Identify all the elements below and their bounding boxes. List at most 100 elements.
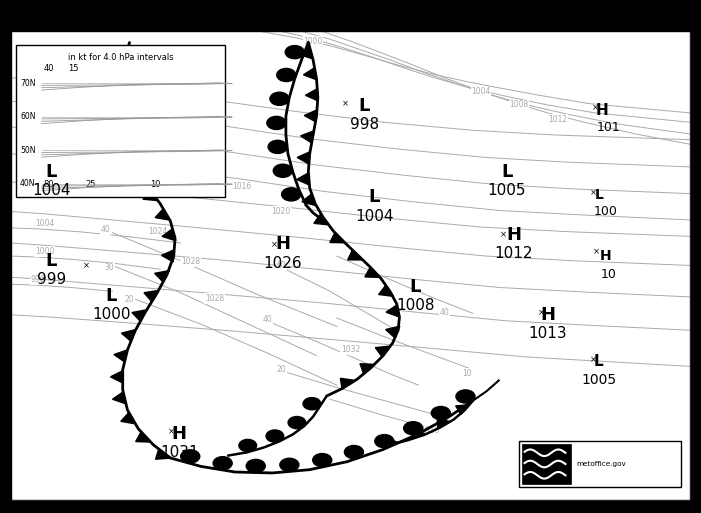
Text: 1028: 1028 (205, 294, 224, 303)
Text: L: L (358, 97, 370, 115)
Circle shape (282, 188, 301, 201)
Text: 10: 10 (150, 180, 161, 189)
Text: L: L (594, 354, 604, 369)
Text: 1000: 1000 (304, 36, 322, 46)
Text: 40: 40 (43, 64, 54, 73)
Text: 1028: 1028 (181, 257, 200, 266)
Polygon shape (109, 131, 122, 143)
Polygon shape (299, 47, 313, 59)
Text: L: L (46, 163, 57, 181)
Polygon shape (111, 371, 123, 383)
Text: ×: × (538, 308, 545, 317)
Polygon shape (329, 233, 345, 243)
Text: 1032: 1032 (341, 345, 360, 354)
Text: 10: 10 (463, 369, 472, 378)
Polygon shape (136, 432, 151, 442)
Polygon shape (155, 270, 169, 282)
Text: 1004: 1004 (35, 219, 54, 228)
Polygon shape (109, 68, 123, 80)
Text: 40: 40 (101, 225, 111, 234)
Circle shape (267, 116, 286, 129)
Circle shape (288, 417, 306, 429)
Text: ×: × (593, 247, 600, 256)
Circle shape (456, 390, 475, 403)
Text: H: H (275, 235, 290, 253)
Polygon shape (365, 267, 380, 278)
Circle shape (277, 68, 296, 82)
Text: 40N: 40N (20, 179, 36, 188)
Text: L: L (409, 278, 421, 295)
Bar (519, 441, 681, 487)
Text: ×: × (592, 104, 599, 113)
Polygon shape (155, 209, 170, 220)
Text: 1008: 1008 (396, 298, 435, 313)
Text: 1012: 1012 (548, 114, 567, 124)
Text: L: L (594, 188, 603, 202)
Polygon shape (121, 329, 135, 341)
Polygon shape (105, 89, 118, 101)
Polygon shape (456, 405, 469, 415)
Text: 70N: 70N (20, 78, 36, 88)
Text: 1026: 1026 (263, 255, 302, 271)
Text: 1008: 1008 (83, 105, 102, 114)
Polygon shape (348, 250, 362, 260)
Circle shape (273, 164, 292, 177)
Text: in kt for 4.0 hPa intervals: in kt for 4.0 hPa intervals (68, 53, 173, 62)
Text: ×: × (590, 355, 597, 364)
Polygon shape (386, 305, 400, 317)
Text: 1004: 1004 (55, 84, 74, 92)
Text: L: L (501, 163, 512, 181)
Text: 50N: 50N (20, 146, 36, 154)
Text: ×: × (168, 428, 175, 437)
Circle shape (313, 453, 332, 467)
Polygon shape (304, 68, 317, 80)
Text: L: L (46, 252, 57, 270)
Text: metoffice.gov: metoffice.gov (576, 461, 626, 467)
Text: 60N: 60N (20, 112, 36, 121)
Polygon shape (297, 173, 309, 185)
Text: 30: 30 (104, 263, 114, 272)
Text: 1008: 1008 (510, 101, 529, 109)
Text: 1020: 1020 (271, 207, 291, 216)
Bar (522, 444, 571, 484)
Text: 1031: 1031 (160, 445, 198, 460)
Text: 1016: 1016 (232, 182, 252, 191)
Text: 1012: 1012 (202, 150, 221, 159)
Polygon shape (386, 326, 400, 338)
Circle shape (285, 46, 304, 58)
Text: 1000: 1000 (92, 307, 130, 322)
Text: 1013: 1013 (529, 326, 567, 341)
Circle shape (246, 459, 265, 472)
Polygon shape (304, 110, 317, 122)
Polygon shape (297, 152, 310, 164)
Polygon shape (314, 214, 329, 225)
Circle shape (270, 92, 289, 105)
Text: 1005: 1005 (581, 373, 616, 387)
Circle shape (375, 435, 394, 448)
Text: L: L (369, 188, 380, 206)
Circle shape (268, 140, 287, 153)
Text: H: H (540, 306, 555, 324)
Text: 80: 80 (43, 180, 54, 189)
Circle shape (280, 458, 299, 471)
Circle shape (239, 440, 257, 451)
Text: 25: 25 (86, 180, 96, 189)
Text: L: L (105, 287, 117, 305)
Polygon shape (162, 229, 176, 241)
Text: 20: 20 (276, 365, 286, 374)
Polygon shape (306, 89, 318, 101)
Text: ×: × (341, 99, 348, 108)
Text: ×: × (500, 230, 507, 240)
Polygon shape (105, 110, 118, 122)
Circle shape (344, 445, 363, 459)
Polygon shape (360, 364, 375, 374)
Text: 20: 20 (125, 295, 135, 304)
Bar (16, 45, 226, 198)
Text: 1024: 1024 (148, 227, 167, 236)
Polygon shape (132, 310, 147, 321)
Polygon shape (114, 350, 128, 362)
Circle shape (181, 450, 200, 463)
Polygon shape (113, 392, 126, 404)
Text: 40: 40 (440, 308, 449, 317)
Text: ×: × (271, 240, 278, 249)
